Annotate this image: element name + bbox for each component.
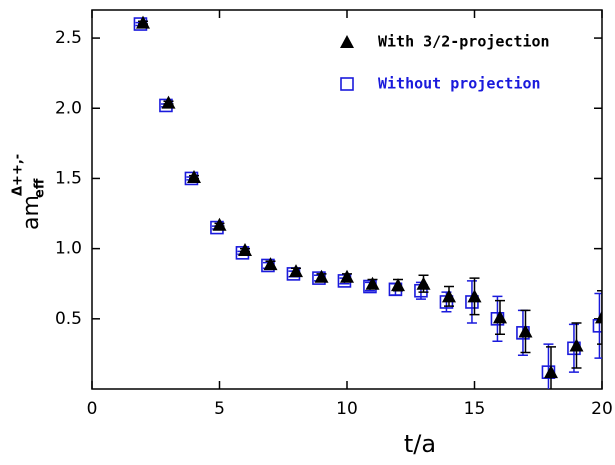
x-tick-label: 5 [214,399,225,419]
plot-marks [133,15,602,389]
y-label-sup: Δ++,- [11,154,26,196]
point [365,276,380,290]
point [467,289,482,303]
point [493,310,507,324]
point [340,269,354,283]
point [238,243,252,257]
y-tick-label: 2.0 [55,98,82,118]
y-tick-label: 1.0 [55,239,82,259]
y-tick-label: 0.5 [55,309,82,329]
point [595,310,602,324]
point [263,257,278,271]
x-tick-label: 10 [336,399,358,419]
point [136,15,150,29]
point [314,269,329,283]
x-tick-label: 15 [464,399,486,419]
point [391,278,405,292]
x-tick-label: 20 [591,399,613,419]
point [518,324,533,338]
legend-marker [340,35,354,48]
point [442,289,456,303]
point [161,95,176,109]
error-bar [594,292,602,359]
legend-label: Without projection [378,75,541,93]
x-axis-label: t/a [404,430,436,458]
y-label-sub: eff [33,178,48,198]
point [544,365,558,379]
y-tick-label: 1.5 [55,168,82,188]
y-tick-label: 2.5 [55,28,82,48]
point [416,276,431,290]
y-label-main: am [19,195,44,230]
error-bar [597,289,602,345]
legend-marker [340,77,354,91]
legend-label: With 3/2-projection [378,33,550,51]
y-axis-label: am eff Δ++,- [11,154,48,230]
point [289,264,303,278]
point [569,338,584,352]
point [187,170,201,184]
x-tick-label: 0 [87,399,98,419]
point [212,217,227,231]
